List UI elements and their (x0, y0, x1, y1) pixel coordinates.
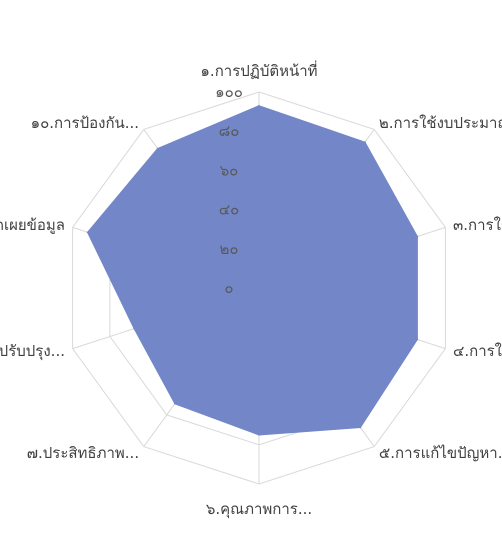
category-label: ๓.การใช้อำนาจ (453, 216, 502, 234)
category-label: ๑.การปฏิบัติหน้าที่ (200, 60, 317, 80)
data-point (86, 231, 89, 234)
category-label: ๒.การใช้งบประมาณ (379, 114, 502, 132)
category-label: ๖.คุณภาพการ... (206, 500, 312, 519)
category-label: ๘.การปรับปรุง... (0, 342, 65, 361)
tick-label: ๘๐ (219, 122, 240, 140)
category-label-layer: ๑.การปฏิบัติหน้าที่๒.การใช้งบประมาณ๓.การ… (0, 60, 502, 519)
tick-label: ๔๐ (219, 201, 240, 219)
tick-label: ๒๐ (219, 240, 238, 258)
tick-label: ๐ (224, 279, 233, 297)
series-layer (86, 104, 419, 436)
data-point (133, 327, 135, 330)
tick-label-layer: ๐ ๒๐ ๔๐ ๖๐ ๘๐ ๑๐๐ (215, 83, 243, 297)
category-label: ๙.การเปิดเผยข้อมูล (0, 216, 65, 234)
tick-label: ๖๐ (220, 161, 239, 179)
data-point (258, 104, 260, 107)
category-label: ๔.การใช้ทรัพย์สิน... (453, 342, 502, 360)
tick-label: ๑๐๐ (215, 83, 243, 101)
category-label: ๑๐.การป้องกัน... (31, 114, 140, 132)
data-point (416, 338, 419, 341)
category-label: ๗.ประสิทธิภาพ... (27, 444, 139, 462)
data-point (364, 141, 366, 143)
data-point (156, 147, 159, 150)
data-point (416, 235, 419, 238)
data-point (359, 426, 362, 429)
category-label: ๕.การแก้ไขปัญหา... (379, 444, 502, 462)
series-area (86, 105, 418, 436)
data-point (258, 434, 260, 436)
data-point (174, 403, 176, 405)
